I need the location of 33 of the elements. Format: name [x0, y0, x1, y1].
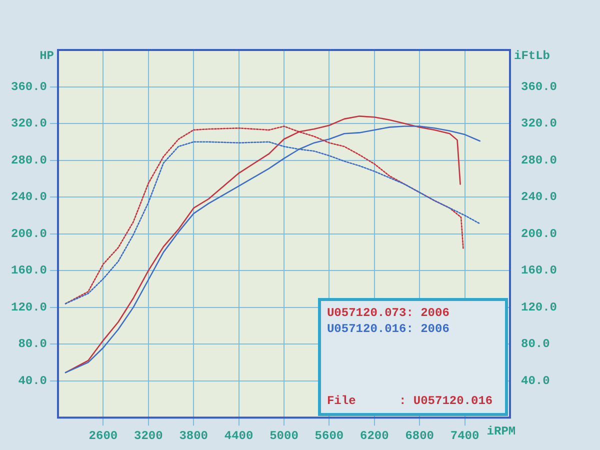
- y-tick-label: 160.0: [10, 264, 48, 278]
- x-tick-label: 3200: [134, 428, 163, 443]
- y2-tick-label: 280.0: [520, 153, 558, 168]
- y-tick-label: 80.0: [18, 337, 48, 352]
- x-tick-label: 5600: [314, 428, 344, 443]
- text: U057120.016: 2006: [326, 320, 450, 337]
- y-tick-label: 40.0: [18, 374, 48, 388]
- x-tick-label: 5000: [270, 428, 298, 443]
- x-tick-label: 3800: [179, 428, 208, 443]
- y-axis-title: HP: [40, 49, 54, 64]
- y2-tick-label: 160.0: [520, 264, 558, 278]
- x-tick-label: 2600: [88, 428, 118, 443]
- y2-axis-title: iFtLb: [514, 49, 550, 64]
- annotation: File : U057120.016: [326, 392, 493, 409]
- y-tick-label: 360.0: [10, 80, 48, 94]
- x-tick-label: 4400: [224, 428, 254, 443]
- y-tick-label: 320.0: [10, 116, 48, 131]
- y-tick-label: 240.0: [10, 190, 48, 204]
- y2-tick-label: 120.0: [520, 300, 558, 314]
- y2-tick-label: 240.0: [520, 190, 558, 204]
- y2-tick-label: 320.0: [520, 116, 558, 131]
- x-tick-label: 6800: [405, 428, 434, 443]
- y2-tick-label: 360.0: [520, 80, 558, 94]
- x-tick-label: 7400: [450, 428, 480, 443]
- y-tick-label: 200.0: [10, 226, 48, 241]
- y2-tick-label: 40.0: [520, 374, 550, 388]
- x-tick-label: 6200: [360, 428, 389, 443]
- text: U057120.073: 2006: [326, 304, 450, 321]
- y2-tick-label: 200.0: [520, 226, 558, 241]
- x-axis-title: iRPM: [486, 424, 516, 439]
- y-tick-label: 120.0: [10, 300, 48, 314]
- y-tick-label: 280.0: [10, 153, 48, 168]
- y2-tick-label: 80.0: [520, 337, 550, 352]
